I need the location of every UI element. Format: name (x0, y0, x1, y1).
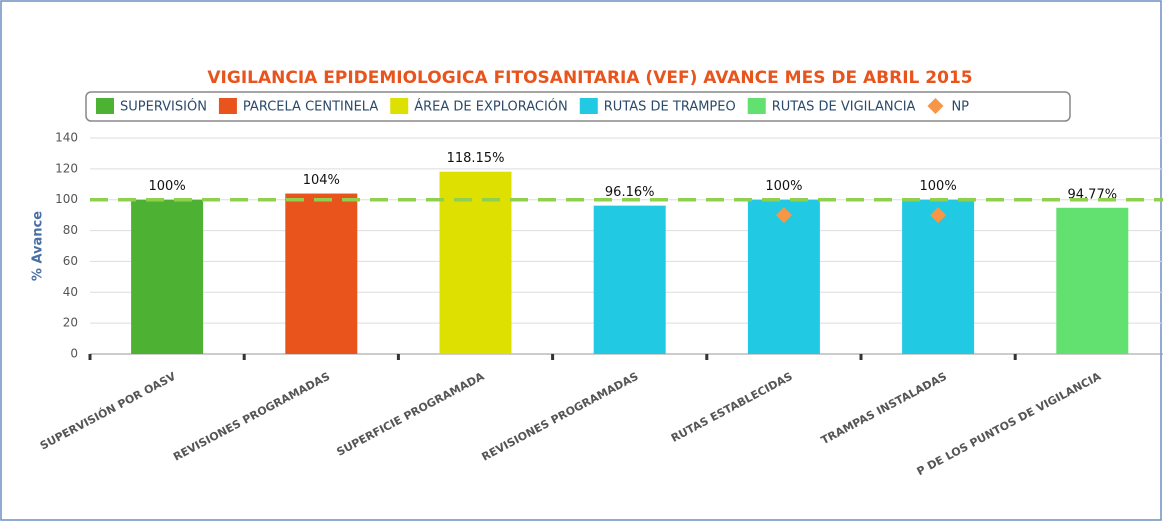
y-tick-label: 0 (70, 347, 78, 361)
np-marker (775, 207, 792, 224)
data-label: 104% (303, 173, 340, 188)
chart-title: VIGILANCIA EPIDEMIOLOGICA FITOSANITARIA … (207, 68, 972, 88)
bar (902, 199, 975, 354)
x-tick (551, 354, 555, 360)
legend-box (85, 91, 1071, 122)
legend-label: ÁREA DE EXPLORACIÓN (414, 99, 568, 115)
legend-swatch (579, 98, 598, 114)
data-label: 100% (920, 179, 957, 194)
y-tick-label: 120 (55, 161, 78, 175)
data-label: 100% (149, 179, 186, 194)
x-tick (1013, 354, 1017, 360)
data-label: 118.15% (447, 151, 505, 166)
y-tick-label: 80 (63, 223, 78, 237)
legend-swatch (747, 98, 766, 114)
legend-label: PARCELA CENTINELA (243, 100, 378, 115)
x-tick (242, 354, 246, 360)
y-axis-label: % Avance (31, 211, 46, 281)
legend-label: NP (951, 100, 969, 115)
legend-swatch (390, 98, 409, 114)
bar (747, 199, 820, 354)
bar (131, 199, 204, 354)
bar (1056, 207, 1129, 354)
legend-swatch (96, 98, 114, 114)
data-label: 96.16% (605, 185, 655, 200)
np-marker (930, 207, 947, 224)
bar (285, 193, 358, 354)
legend-label: RUTAS DE TRAMPEO (604, 100, 736, 115)
legend-label: RUTAS DE VIGILANCIA (772, 100, 916, 115)
bar (439, 171, 512, 354)
data-label: 100% (765, 179, 802, 194)
legend-swatch (218, 98, 237, 114)
y-tick-label: 20 (63, 316, 78, 330)
x-tick (88, 354, 92, 360)
x-tick (396, 354, 400, 360)
y-tick-label: 40 (63, 285, 78, 299)
y-tick-label: 100 (55, 192, 78, 206)
legend-label: SUPERVISIÓN (120, 99, 207, 115)
legend-swatch (927, 98, 944, 114)
bar (593, 205, 666, 354)
x-tick (705, 354, 709, 360)
x-tick (859, 354, 863, 360)
y-tick-label: 60 (63, 254, 78, 268)
y-tick-label: 140 (55, 131, 78, 145)
